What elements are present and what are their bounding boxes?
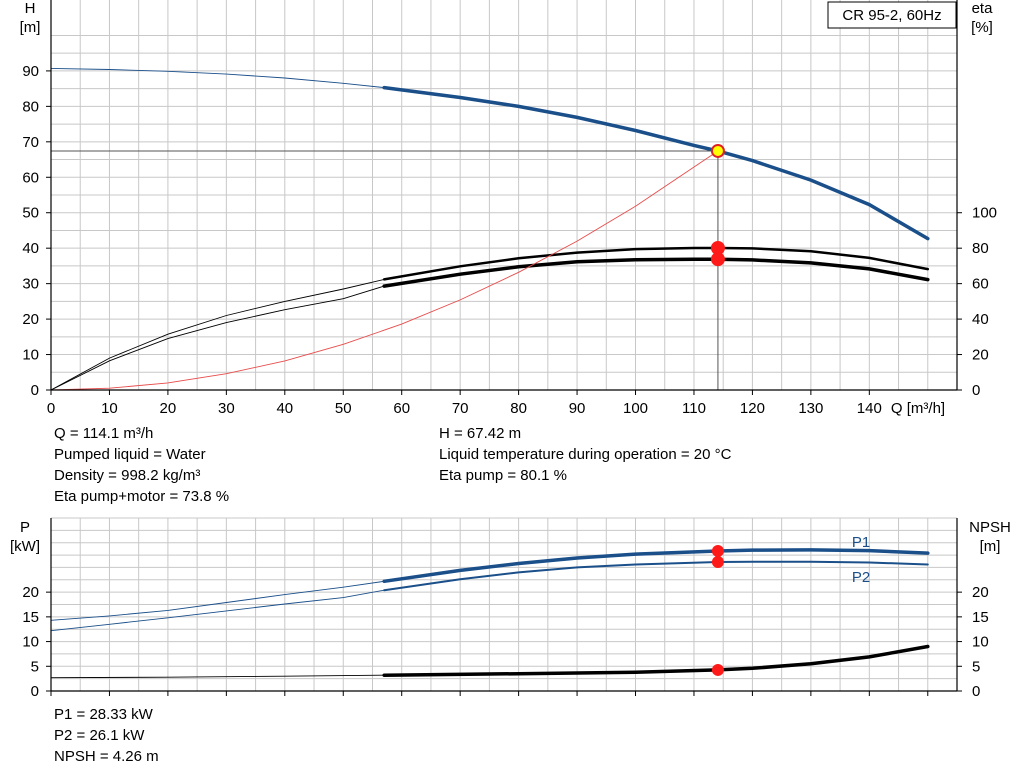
legend-p1-label: P1: [852, 534, 870, 551]
series-eta_pump_motor-thin: [50, 285, 385, 391]
top-left-y-tick-label: 70: [22, 134, 39, 151]
series-npsh: [382, 644, 930, 677]
x-tick-label: 90: [569, 400, 586, 417]
x-tick-label: 40: [276, 400, 293, 417]
bottom-right-axis-label-line1: NPSH: [969, 519, 1011, 536]
chart-title-box: CR 95-2, 60Hz: [827, 1, 957, 29]
top-right-y-tick-label: 100: [972, 205, 997, 222]
top-right-y-tick-label: 0: [972, 382, 980, 399]
info-bottom: P1 = 28.33 kW P2 = 26.1 kW NPSH = 4.26 m: [54, 704, 159, 767]
top-left-y-tick-label: 40: [22, 240, 39, 257]
top-left-y-tick-label: 80: [22, 98, 39, 115]
series-p1-thin: [50, 580, 385, 621]
x-tick-label: 50: [335, 400, 352, 417]
info-p1: P1 = 28.33 kW: [54, 706, 153, 723]
x-tick-label: 10: [101, 400, 118, 417]
top-right-axis-label-line2: [%]: [971, 19, 993, 36]
series-head: [382, 85, 930, 241]
top-right-axis-label-line1: eta: [972, 0, 994, 17]
top-left-y-tick-label: 90: [22, 63, 39, 80]
bottom-left-y-tick-label: 15: [22, 609, 39, 626]
x-tick-label: 130: [798, 400, 823, 417]
bottom-chart-grid: [50, 517, 958, 692]
info-top-right: H = 67.42 m Liquid temperature during op…: [439, 423, 731, 486]
x-tick-label: 110: [682, 400, 706, 417]
series-system-curve: [50, 150, 719, 391]
bottom-left-y-tick-label: 5: [31, 658, 39, 675]
bottom-right-y-tick-label: 0: [972, 683, 980, 700]
top-right-y-tick-label: 80: [972, 240, 989, 257]
bottom-left-y-tick-label: 20: [22, 584, 39, 601]
bottom-left-axis-label-line2: [kW]: [10, 538, 40, 555]
duty-point-marker: [711, 544, 724, 557]
duty-point-marker: [710, 143, 725, 158]
bottom-right-y-tick-label: 10: [972, 634, 989, 651]
x-axis-label: Q [m³/h]: [891, 400, 945, 417]
series-layer: [50, 67, 930, 679]
top-left-y-tick-label: 60: [22, 169, 39, 186]
duty-point-marker: [710, 252, 725, 267]
info-npsh: NPSH = 4.26 m: [54, 748, 159, 765]
top-right-y-tick-label: 60: [972, 276, 989, 293]
top-left-y-tick-label: 0: [31, 382, 39, 399]
x-tick-label: 60: [393, 400, 410, 417]
series-eta_pump-thin: [50, 278, 385, 391]
info-flow: Q = 114.1 m³/h: [54, 425, 154, 442]
series-p1: [382, 548, 930, 584]
info-eta-pump-motor: Eta pump+motor = 73.8 %: [54, 488, 230, 505]
legend-p2-label: P2: [852, 569, 870, 586]
bottom-left-y-tick-label: 10: [22, 634, 39, 651]
top-left-axis-label-line1: H: [25, 0, 36, 17]
top-left-y-tick-label: 10: [22, 347, 39, 364]
top-right-y-tick-label: 40: [972, 311, 989, 328]
info-p2: P2 = 26.1 kW: [54, 727, 145, 744]
x-tick-label: 20: [160, 400, 177, 417]
chart-title: CR 95-2, 60Hz: [842, 7, 941, 24]
series-npsh-thin: [50, 674, 385, 679]
x-tick-label: 100: [623, 400, 648, 417]
bottom-right-y-tick-label: 15: [972, 609, 989, 626]
top-chart-grid: [50, 0, 958, 391]
bottom-right-axis-label-line2: [m]: [980, 538, 1001, 555]
bottom-left-axis-label-line1: P: [20, 519, 30, 536]
top-left-axis-label-line2: [m]: [20, 19, 41, 36]
series-head-thin: [50, 67, 385, 89]
bottom-right-y-tick-label: 5: [972, 658, 980, 675]
top-left-y-tick-label: 20: [22, 311, 39, 328]
info-liquid-temperature: Liquid temperature during operation = 20…: [439, 446, 732, 463]
duty-point-marker: [711, 555, 724, 568]
info-pumped-liquid: Pumped liquid = Water: [54, 446, 206, 463]
x-tick-label: 70: [452, 400, 469, 417]
info-density: Density = 998.2 kg/m³: [54, 467, 201, 484]
x-tick-label: 140: [857, 400, 882, 417]
bottom-right-y-tick-label: 20: [972, 584, 989, 601]
top-left-y-tick-label: 30: [22, 276, 39, 293]
bottom-left-y-tick-label: 0: [31, 683, 39, 700]
info-top-left: Q = 114.1 m³/h Pumped liquid = Water Den…: [54, 423, 229, 507]
info-eta-pump: Eta pump = 80.1 %: [439, 467, 567, 484]
series-p2: [383, 560, 929, 592]
duty-point-marker: [711, 663, 724, 676]
series-eta_pump_motor: [382, 257, 930, 288]
x-tick-label: 120: [740, 400, 765, 417]
x-tick-label: 0: [47, 400, 55, 417]
info-head: H = 67.42 m: [439, 425, 522, 442]
x-tick-label: 80: [510, 400, 527, 417]
top-right-y-tick-label: 20: [972, 347, 989, 364]
top-left-y-tick-label: 50: [22, 205, 39, 222]
axes-layer: 0 10 20 30 40 50 60 70 80 90 100 110 120 130 140010203…: [22, 0, 997, 700]
x-tick-label: 30: [218, 400, 235, 417]
series-p2-thin: [50, 589, 385, 632]
series-eta_pump: [382, 246, 930, 281]
